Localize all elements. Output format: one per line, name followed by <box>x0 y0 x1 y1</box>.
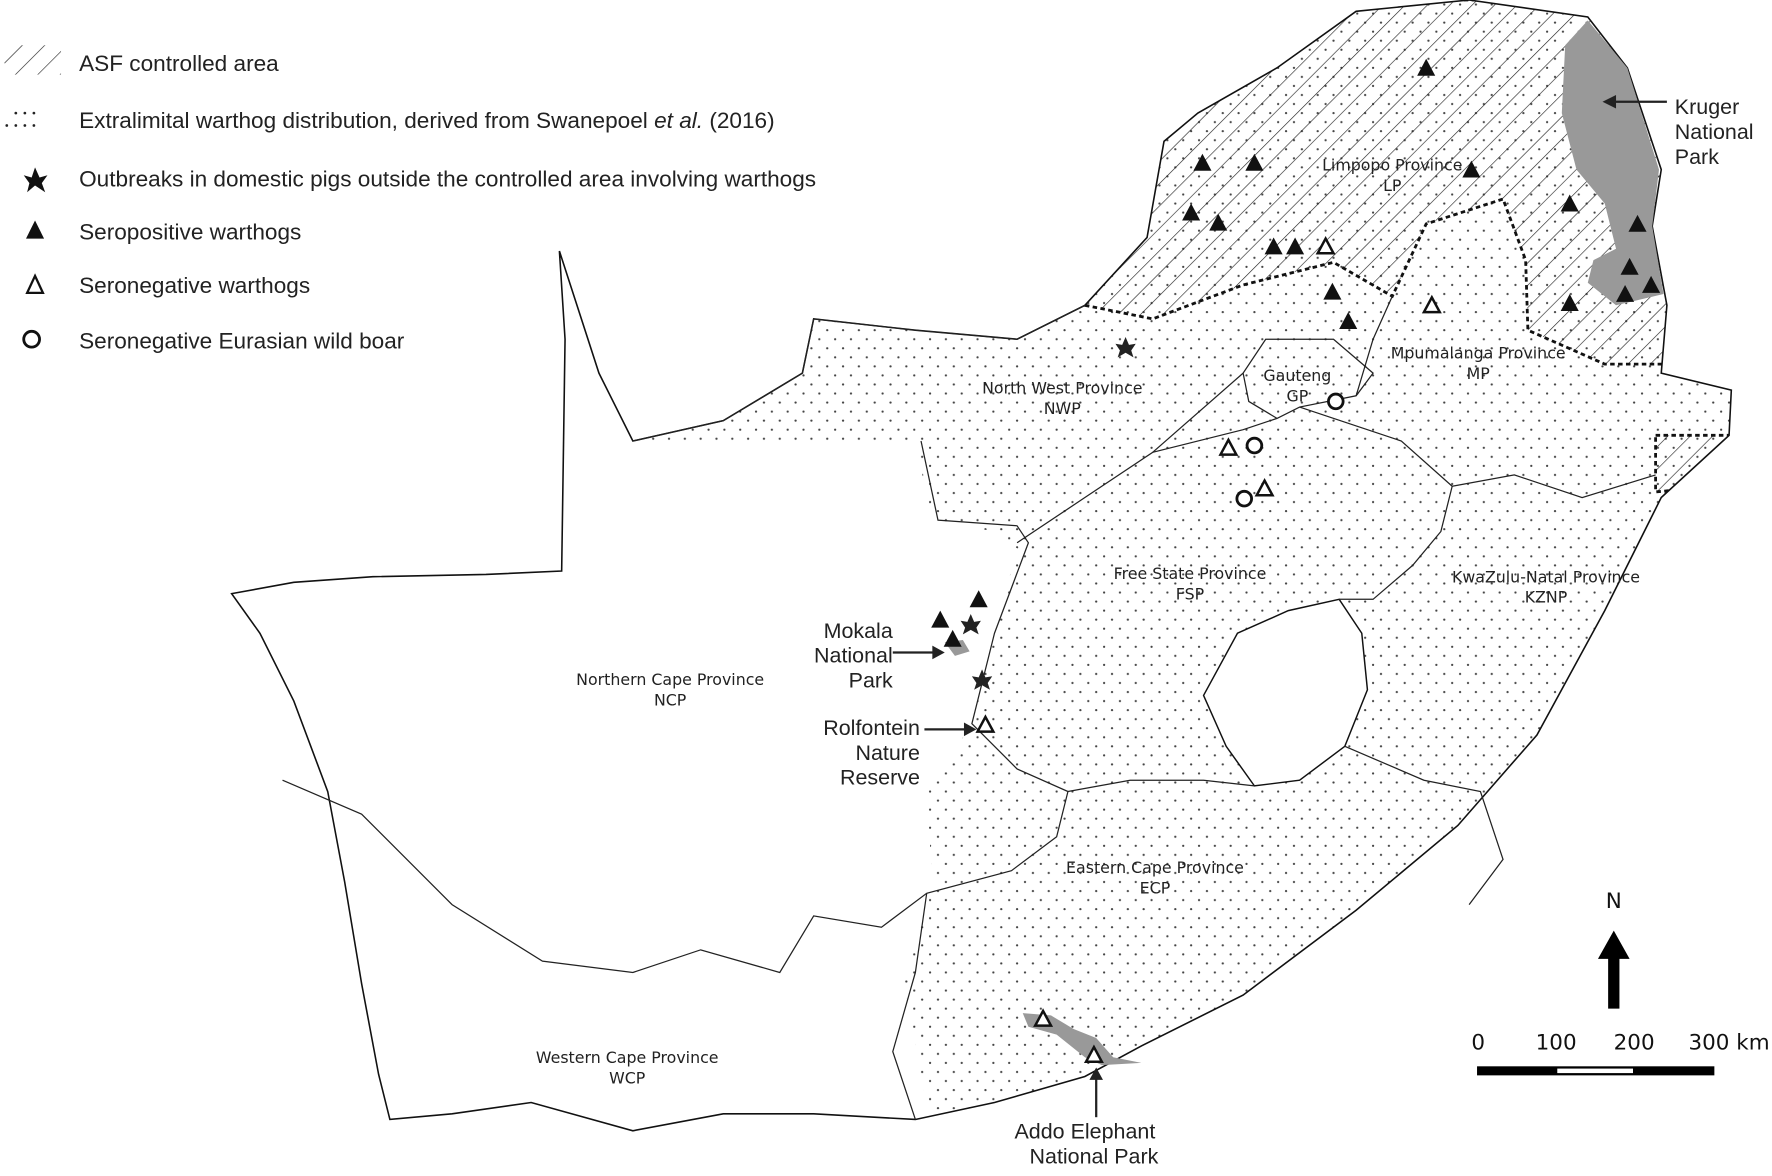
seronegative-warthog-marker <box>1083 1044 1104 1064</box>
mokala-label: National <box>814 644 893 668</box>
dots-swatch <box>5 111 36 127</box>
scale-label: 200 <box>1614 1030 1655 1055</box>
hatch-swatch <box>4 45 62 75</box>
legend-label-outbreaks: Outbreaks in domestic pigs outside the c… <box>79 167 816 192</box>
seronegative-warthog-marker <box>1315 235 1336 255</box>
province-abbr-wcp: WCP <box>609 1068 645 1087</box>
outbreak-star-marker <box>1115 336 1136 358</box>
north-label: N <box>1606 889 1622 914</box>
legend-label-extralimital: Extralimital warthog distribution, deriv… <box>79 108 775 133</box>
seropositive-warthog-marker <box>969 590 988 608</box>
seropositive-warthog-marker <box>1209 213 1228 231</box>
scale-bar: 0 100 200 300 km <box>1471 1030 1770 1076</box>
province-label-lp: Limpopo Province <box>1322 156 1462 175</box>
mokala-label: Park <box>849 669 893 693</box>
seropositive-warthog-marker <box>931 610 950 628</box>
kruger-label: Kruger <box>1675 95 1739 119</box>
province-abbr-kznp: KZNP <box>1525 588 1568 607</box>
province-abbr-mp: MP <box>1467 364 1490 383</box>
kruger-label: Park <box>1675 145 1719 169</box>
wild-boar-marker <box>1235 489 1254 508</box>
seropositive-warthog-marker <box>1323 282 1342 300</box>
addo-label: National Park <box>1030 1145 1159 1169</box>
province-abbr-nwp: NWP <box>1044 399 1081 418</box>
addo-label: Addo Elephant <box>1014 1120 1155 1144</box>
seropositive-warthog-marker <box>1620 257 1639 275</box>
province-abbr-ncp: NCP <box>654 691 686 710</box>
province-label-mp: Mpumalanga Province <box>1391 343 1566 362</box>
province-abbr-ecp: ECP <box>1140 878 1171 897</box>
seropositive-warthog-marker <box>1560 294 1579 311</box>
park-labels: Kruger National Park Mokala National Par… <box>814 94 1754 1169</box>
wild-boar-marker <box>1327 392 1345 411</box>
seronegative-warthog-marker <box>1254 477 1275 497</box>
rolfontein-label: Rolfontein <box>823 716 920 740</box>
legend-label-seropositive: Seropositive warthogs <box>79 220 301 245</box>
province-abbr-gp: GP <box>1286 386 1308 405</box>
province-label-ecp: Eastern Cape Province <box>1066 858 1244 877</box>
province-abbr-lp: LP <box>1383 176 1401 195</box>
province-borders <box>282 296 1656 1120</box>
seronegative-warthog-marker <box>1033 1008 1054 1027</box>
legend-label-asf: ASF controlled area <box>79 51 279 76</box>
lesotho <box>1202 598 1369 787</box>
rolfontein-label: Nature <box>855 741 919 765</box>
mokala-label: Mokala <box>824 619 893 643</box>
rolfontein-label: Reserve <box>840 766 920 790</box>
asf-controlled-area-kzn <box>1654 433 1732 494</box>
open-triangle-icon <box>25 273 45 294</box>
province-label-kznp: KwaZulu-Natal Province <box>1452 567 1640 586</box>
wild-boar-marker <box>1245 436 1264 455</box>
seropositive-warthog-marker <box>1264 237 1283 255</box>
province-label-fsp: Free State Province <box>1114 564 1267 583</box>
province-label-gp: Gauteng <box>1263 366 1331 385</box>
seropositive-warthog-marker <box>1560 194 1579 212</box>
filled-triangle-icon <box>25 220 45 239</box>
seropositive-warthog-marker <box>1339 312 1358 330</box>
legend-label-wild-boar: Seronegative Eurasian wild boar <box>79 328 405 353</box>
seropositive-warthog-marker <box>1286 237 1305 255</box>
north-arrow-icon <box>1597 930 1630 1009</box>
seronegative-warthog-marker <box>1421 294 1442 314</box>
open-circle-icon <box>22 329 41 349</box>
scale-label: 0 <box>1471 1030 1485 1055</box>
seropositive-warthog-marker <box>1642 275 1661 293</box>
seropositive-warthog-marker <box>1417 58 1436 76</box>
seropositive-warthog-marker <box>1193 153 1212 171</box>
seropositive-warthog-marker <box>943 629 962 647</box>
north-arrow: N <box>1597 889 1630 1009</box>
outbreak-star-marker <box>960 614 981 635</box>
star-icon <box>23 167 48 193</box>
seropositive-warthog-marker <box>1628 214 1647 232</box>
seropositive-warthog-marker <box>1182 203 1201 221</box>
outbreak-star-marker <box>971 669 993 690</box>
kruger-label: National <box>1675 120 1754 144</box>
legend: ASF controlled area Extralimital warthog… <box>4 45 816 353</box>
kruger-park-area <box>1561 20 1664 306</box>
scale-label: 300 km <box>1688 1030 1769 1055</box>
legend-label-seronegative: Seronegative warthogs <box>79 273 310 298</box>
seropositive-warthog-marker <box>1616 284 1635 302</box>
seropositive-warthog-marker <box>1245 153 1264 171</box>
province-label-ncp: Northern Cape Province <box>576 670 764 689</box>
seropositive-warthog-marker <box>1462 160 1481 178</box>
province-abbr-fsp: FSP <box>1176 584 1204 603</box>
seronegative-warthog-marker <box>1218 437 1239 456</box>
seronegative-warthog-marker <box>975 714 996 733</box>
province-label-nwp: North West Province <box>982 379 1142 398</box>
province-label-wcp: Western Cape Province <box>536 1048 719 1067</box>
scale-label: 100 <box>1536 1030 1577 1055</box>
